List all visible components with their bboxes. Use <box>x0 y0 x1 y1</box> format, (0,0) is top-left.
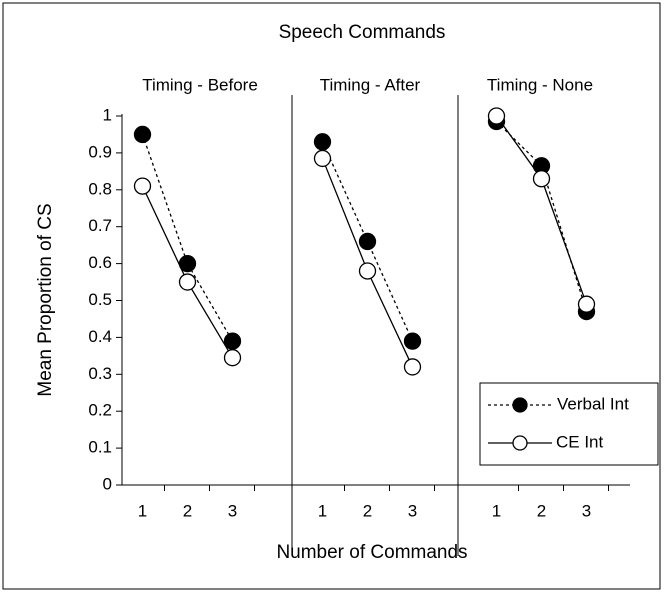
marker <box>313 133 332 151</box>
x-tick-label: 3 <box>228 501 237 520</box>
marker <box>178 254 197 273</box>
y-axis-label: Mean Proportion of CS <box>35 203 56 396</box>
x-tick-label: 2 <box>537 501 546 520</box>
marker <box>358 262 377 280</box>
marker <box>403 358 422 376</box>
x-tick-label: 1 <box>318 501 327 520</box>
y-tick-label: 0 <box>103 474 112 493</box>
y-tick-label: 0.2 <box>88 401 112 420</box>
y-tick-label: 0.7 <box>88 216 112 235</box>
y-tick-label: 0.8 <box>88 179 112 198</box>
y-tick-label: 0.6 <box>88 253 112 272</box>
marker <box>223 332 242 350</box>
x-tick-label: 2 <box>363 501 372 520</box>
x-tick-label: 1 <box>138 501 147 520</box>
marker <box>577 295 596 313</box>
y-tick-label: 0.3 <box>88 364 112 383</box>
panel-title: Timing - None <box>487 75 593 94</box>
marker <box>532 170 551 188</box>
y-tick-label: 0.9 <box>88 142 112 161</box>
x-tick-label: 1 <box>492 501 501 520</box>
x-tick-label: 2 <box>183 501 192 520</box>
legend-marker <box>512 435 528 451</box>
x-axis-label: Number of Commands <box>276 542 467 563</box>
legend-box <box>479 382 659 466</box>
marker <box>403 332 422 350</box>
marker <box>133 125 152 144</box>
chart-title: Speech Commands <box>279 22 446 43</box>
panel-title: Timing - After <box>320 75 421 94</box>
legend-label: Verbal Int <box>557 394 629 413</box>
marker <box>133 177 152 195</box>
x-tick-label: 3 <box>582 501 591 520</box>
marker <box>223 349 242 367</box>
y-tick-label: 0.5 <box>88 290 112 309</box>
y-tick-label: 1 <box>103 105 112 124</box>
marker <box>487 107 506 125</box>
y-tick-label: 0.4 <box>88 327 112 346</box>
marker <box>313 149 332 168</box>
marker <box>178 273 197 291</box>
legend-label: CE Int <box>556 432 604 451</box>
x-tick-label: 3 <box>408 501 417 520</box>
legend-marker <box>512 397 528 413</box>
y-tick-label: 0.1 <box>88 438 112 457</box>
marker <box>358 232 377 251</box>
panel-title: Timing - Before <box>142 75 258 94</box>
